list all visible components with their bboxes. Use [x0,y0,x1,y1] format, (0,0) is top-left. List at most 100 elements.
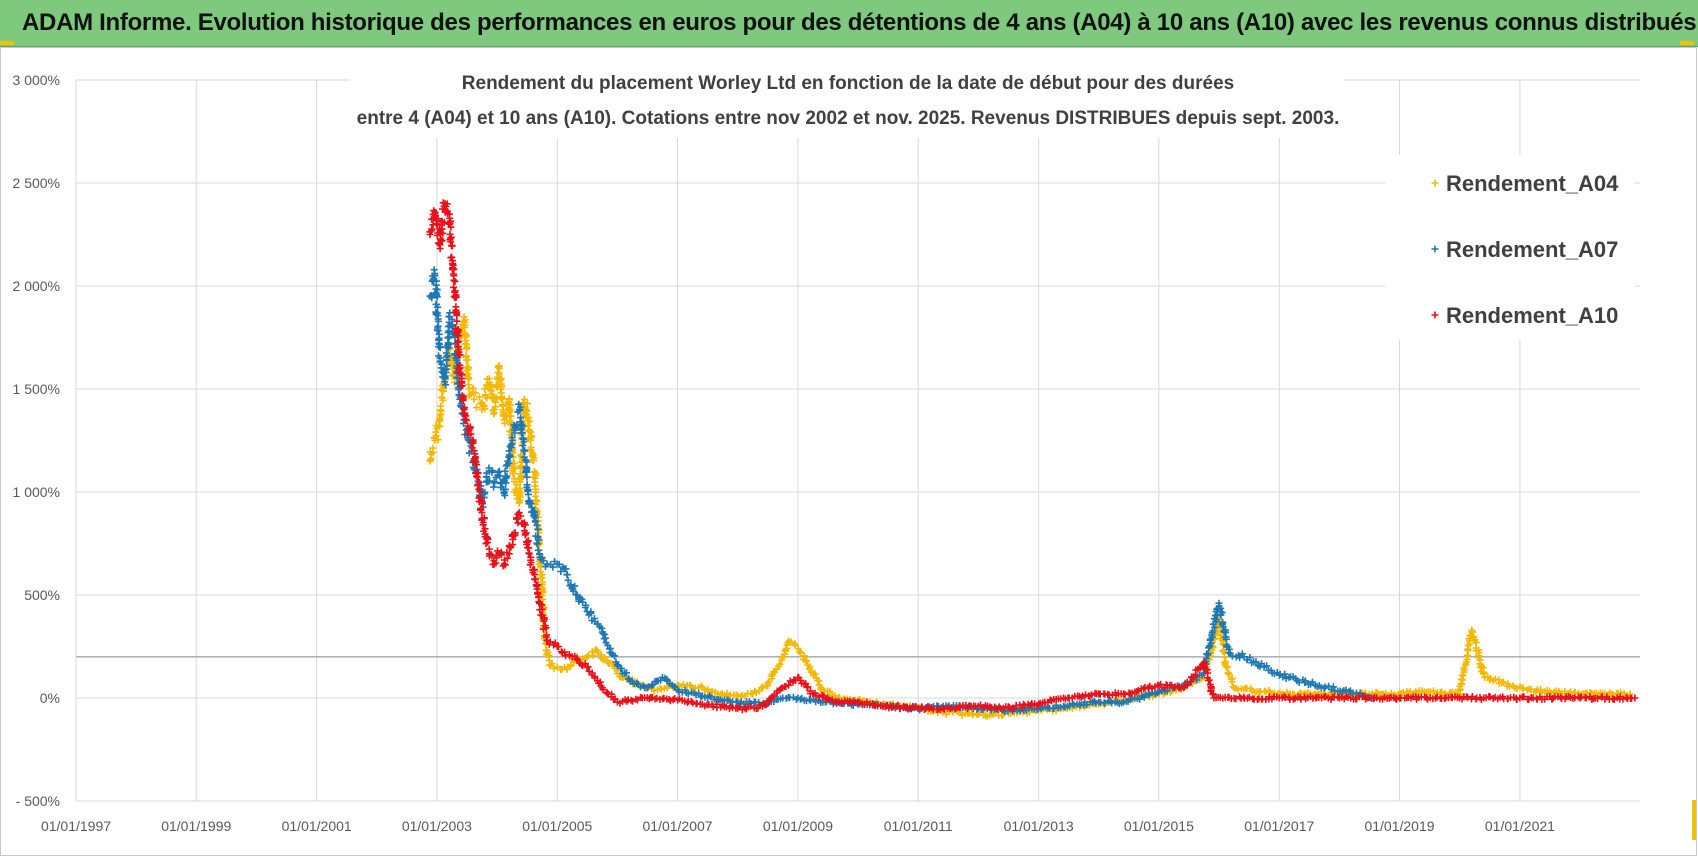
data-point [433,293,441,301]
data-point [456,351,464,359]
data-point [1126,696,1134,704]
data-point [487,551,495,558]
data-point [438,360,446,368]
data-point [528,433,536,441]
data-point [441,366,449,374]
y-tick-label: 2 000% [13,278,60,294]
corner-mark-top-right [1680,41,1694,45]
data-point [504,457,512,465]
data-point [479,521,487,529]
data-point [481,385,489,393]
legend-label: Rendement_A04 [1446,171,1619,196]
data-point [501,491,509,499]
data-point [1225,670,1233,678]
data-point [1088,691,1096,699]
data-point [478,509,486,517]
data-point [513,515,521,523]
data-point [523,539,531,546]
data-point [1520,693,1528,701]
data-point [517,489,525,496]
data-point [533,540,541,548]
data-point [562,565,570,573]
data-point [475,479,483,486]
data-point [533,521,541,529]
data-point [492,559,500,567]
data-point [527,556,535,564]
data-point [476,488,484,496]
data-point [448,253,456,261]
data-point [501,467,509,475]
data-point [462,416,470,424]
data-point [582,601,590,609]
x-tick-label: 01/01/2015 [1124,818,1194,834]
data-point [534,581,542,589]
data-point [510,464,518,472]
data-points [426,199,1639,720]
data-point [516,407,524,414]
data-point [484,538,491,546]
data-point [443,356,451,364]
data-point [506,452,514,460]
data-point [510,475,518,483]
data-point [498,551,505,559]
data-point [502,479,510,487]
corner-mark-top-left [0,41,14,45]
data-point [465,385,473,393]
data-point [460,393,468,401]
data-point [1345,688,1353,696]
data-point [498,394,506,402]
data-point [644,683,652,691]
data-point [436,422,444,430]
data-point [529,453,536,460]
data-point [439,396,447,404]
data-point [531,482,539,490]
x-tick-label: 01/01/2011 [884,818,953,834]
data-point [477,505,485,513]
data-point [520,453,528,461]
data-point [458,371,466,379]
data-point [523,400,531,408]
chart-title-line1: Rendement du placement Worley Ltd en fon… [462,73,1234,94]
data-point [706,692,714,700]
data-point [1519,684,1527,692]
data-point [525,544,533,552]
data-point [435,336,443,344]
data-point [1499,678,1507,686]
report-banner: ADAM Informe. Evolution historique des p… [0,0,1698,47]
data-point [443,362,451,370]
data-point [534,536,542,544]
data-point [445,210,453,218]
data-point [507,412,515,420]
data-point [537,571,545,579]
data-point [1480,670,1488,678]
data-point [521,521,529,529]
data-point [439,229,447,237]
data-point [1228,678,1236,686]
data-point [495,362,503,370]
data-point [454,326,462,334]
data-point [444,352,452,360]
data-point [707,693,715,701]
y-tick-label: - 500% [16,793,60,809]
data-point [1211,623,1219,631]
data-point [747,702,755,710]
data-point [527,499,535,507]
data-point [1219,619,1227,627]
data-point [801,656,809,664]
data-point [433,300,440,308]
data-point [465,374,472,382]
legend-box [1385,155,1635,340]
data-point [548,660,556,668]
data-point [511,529,519,537]
data-point [550,665,558,672]
data-point [1246,654,1254,661]
x-tick-label: 01/01/2021 [1485,818,1555,834]
data-point [508,436,516,444]
data-point [444,341,452,349]
data-point [447,234,455,242]
y-tick-label: 500% [24,587,60,603]
chart-frame [0,47,1697,856]
data-point [804,683,812,691]
data-point [434,436,442,444]
data-point [444,334,452,342]
